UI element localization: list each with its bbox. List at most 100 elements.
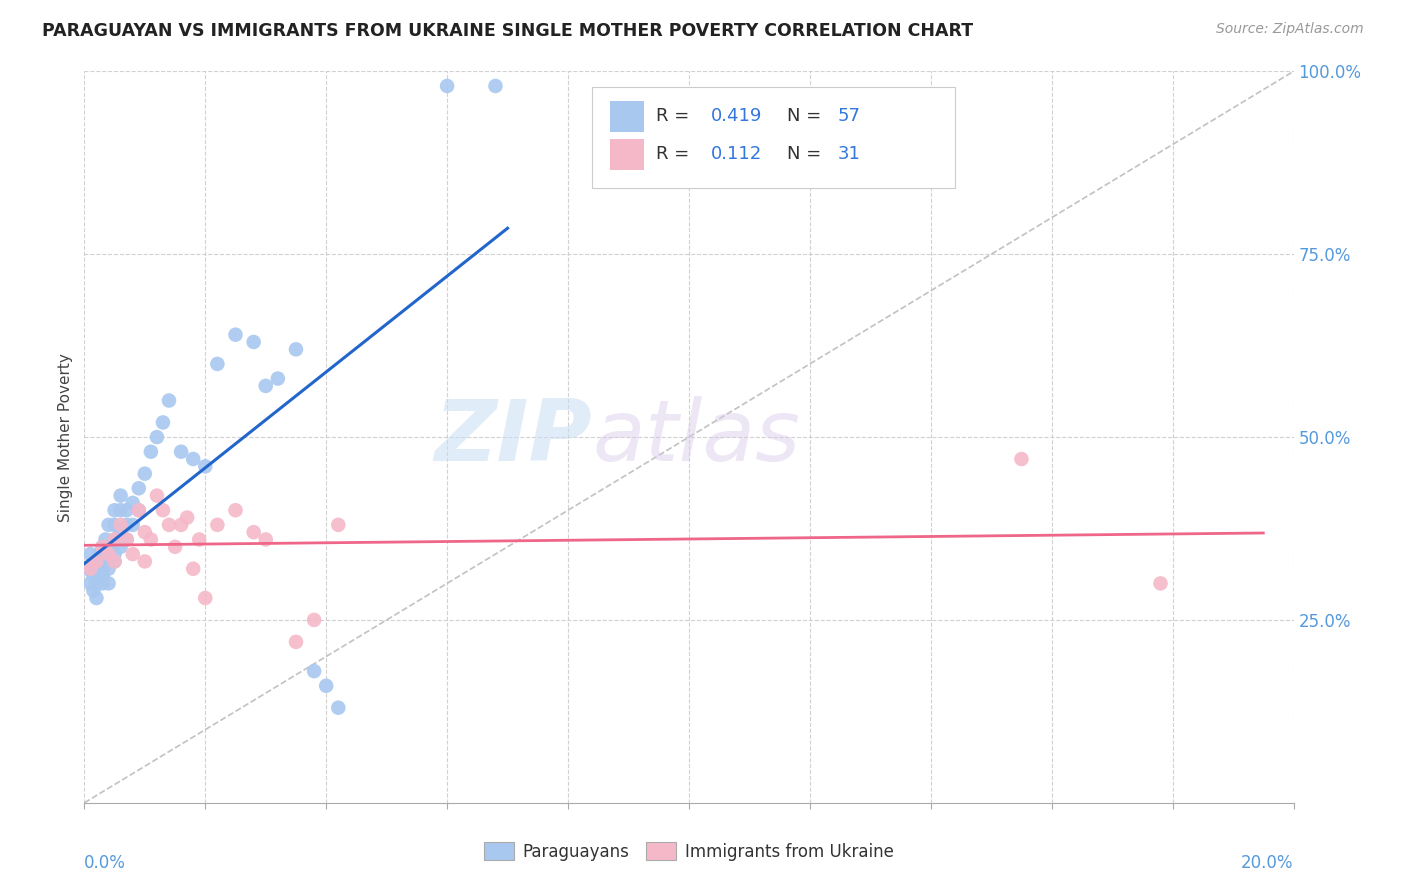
Text: Source: ZipAtlas.com: Source: ZipAtlas.com [1216, 22, 1364, 37]
Point [104, 533, 127, 547]
Point [328, 517, 350, 532]
Point [97, 547, 120, 561]
Point [91, 569, 114, 583]
Point [104, 517, 127, 532]
Point [128, 503, 150, 517]
Point [79, 562, 101, 576]
Point [134, 467, 156, 481]
Text: 31: 31 [838, 145, 860, 163]
Point [110, 525, 132, 540]
Text: PARAGUAYAN VS IMMIGRANTS FROM UKRAINE SINGLE MOTHER POVERTY CORRELATION CHART: PARAGUAYAN VS IMMIGRANTS FROM UKRAINE SI… [42, 22, 973, 40]
Point [104, 533, 127, 547]
Text: 0.0%: 0.0% [84, 854, 127, 872]
Point [181, 452, 204, 467]
Point [104, 503, 127, 517]
Point [302, 613, 325, 627]
Point [157, 393, 180, 408]
Point [110, 540, 132, 554]
Point [121, 517, 143, 532]
Text: N =: N = [787, 145, 827, 163]
Point [121, 547, 143, 561]
Point [128, 481, 150, 495]
Point [267, 371, 290, 385]
Point [104, 554, 127, 568]
Point [152, 503, 174, 517]
Point [315, 679, 337, 693]
Point [82, 569, 104, 583]
Point [97, 576, 120, 591]
Point [484, 78, 506, 93]
Point [97, 517, 120, 532]
Point [115, 533, 138, 547]
Point [181, 562, 204, 576]
Point [76, 562, 98, 576]
Point [110, 503, 132, 517]
Point [91, 576, 114, 591]
Point [146, 430, 169, 444]
Point [91, 554, 114, 568]
Point [165, 540, 187, 554]
Point [128, 503, 150, 517]
Point [89, 547, 111, 561]
Text: 0.419: 0.419 [710, 107, 762, 125]
Point [170, 517, 193, 532]
Point [194, 459, 217, 474]
Point [436, 78, 458, 93]
Text: N =: N = [787, 107, 827, 125]
Point [89, 569, 111, 583]
Point [157, 517, 180, 532]
Point [91, 540, 114, 554]
Point [94, 547, 117, 561]
Point [170, 444, 193, 458]
Point [285, 343, 308, 357]
Point [110, 489, 132, 503]
Legend: Paraguayans, Immigrants from Ukraine: Paraguayans, Immigrants from Ukraine [478, 836, 900, 868]
Point [121, 496, 143, 510]
Point [91, 540, 114, 554]
Point [86, 554, 108, 568]
Point [302, 664, 325, 678]
Point [139, 444, 162, 458]
Point [194, 591, 217, 605]
Text: atlas: atlas [592, 395, 800, 479]
Y-axis label: Single Mother Poverty: Single Mother Poverty [58, 352, 73, 522]
Point [146, 489, 169, 503]
Point [139, 533, 162, 547]
Text: 20.0%: 20.0% [1241, 854, 1294, 872]
Text: ZIP: ZIP [434, 395, 592, 479]
Point [97, 540, 120, 554]
Point [152, 416, 174, 430]
Point [97, 562, 120, 576]
Text: 0.112: 0.112 [710, 145, 762, 163]
Point [207, 517, 229, 532]
Point [176, 510, 198, 524]
Point [188, 533, 211, 547]
Point [86, 591, 108, 605]
Text: R =: R = [657, 107, 696, 125]
Point [86, 576, 108, 591]
Point [225, 503, 247, 517]
Point [254, 533, 277, 547]
Text: 57: 57 [838, 107, 860, 125]
Point [82, 583, 104, 598]
Point [254, 379, 277, 393]
Point [225, 327, 247, 342]
Point [79, 576, 101, 591]
Point [115, 533, 138, 547]
Point [110, 517, 132, 532]
Point [207, 357, 229, 371]
Point [134, 554, 156, 568]
Point [242, 334, 264, 349]
Point [1149, 576, 1171, 591]
Point [285, 635, 308, 649]
Point [79, 547, 101, 561]
Point [242, 525, 264, 540]
Point [328, 700, 350, 714]
Point [94, 533, 117, 547]
Point [104, 547, 127, 561]
Point [86, 554, 108, 568]
Point [134, 525, 156, 540]
Point [115, 503, 138, 517]
Point [104, 554, 127, 568]
Point [115, 517, 138, 532]
